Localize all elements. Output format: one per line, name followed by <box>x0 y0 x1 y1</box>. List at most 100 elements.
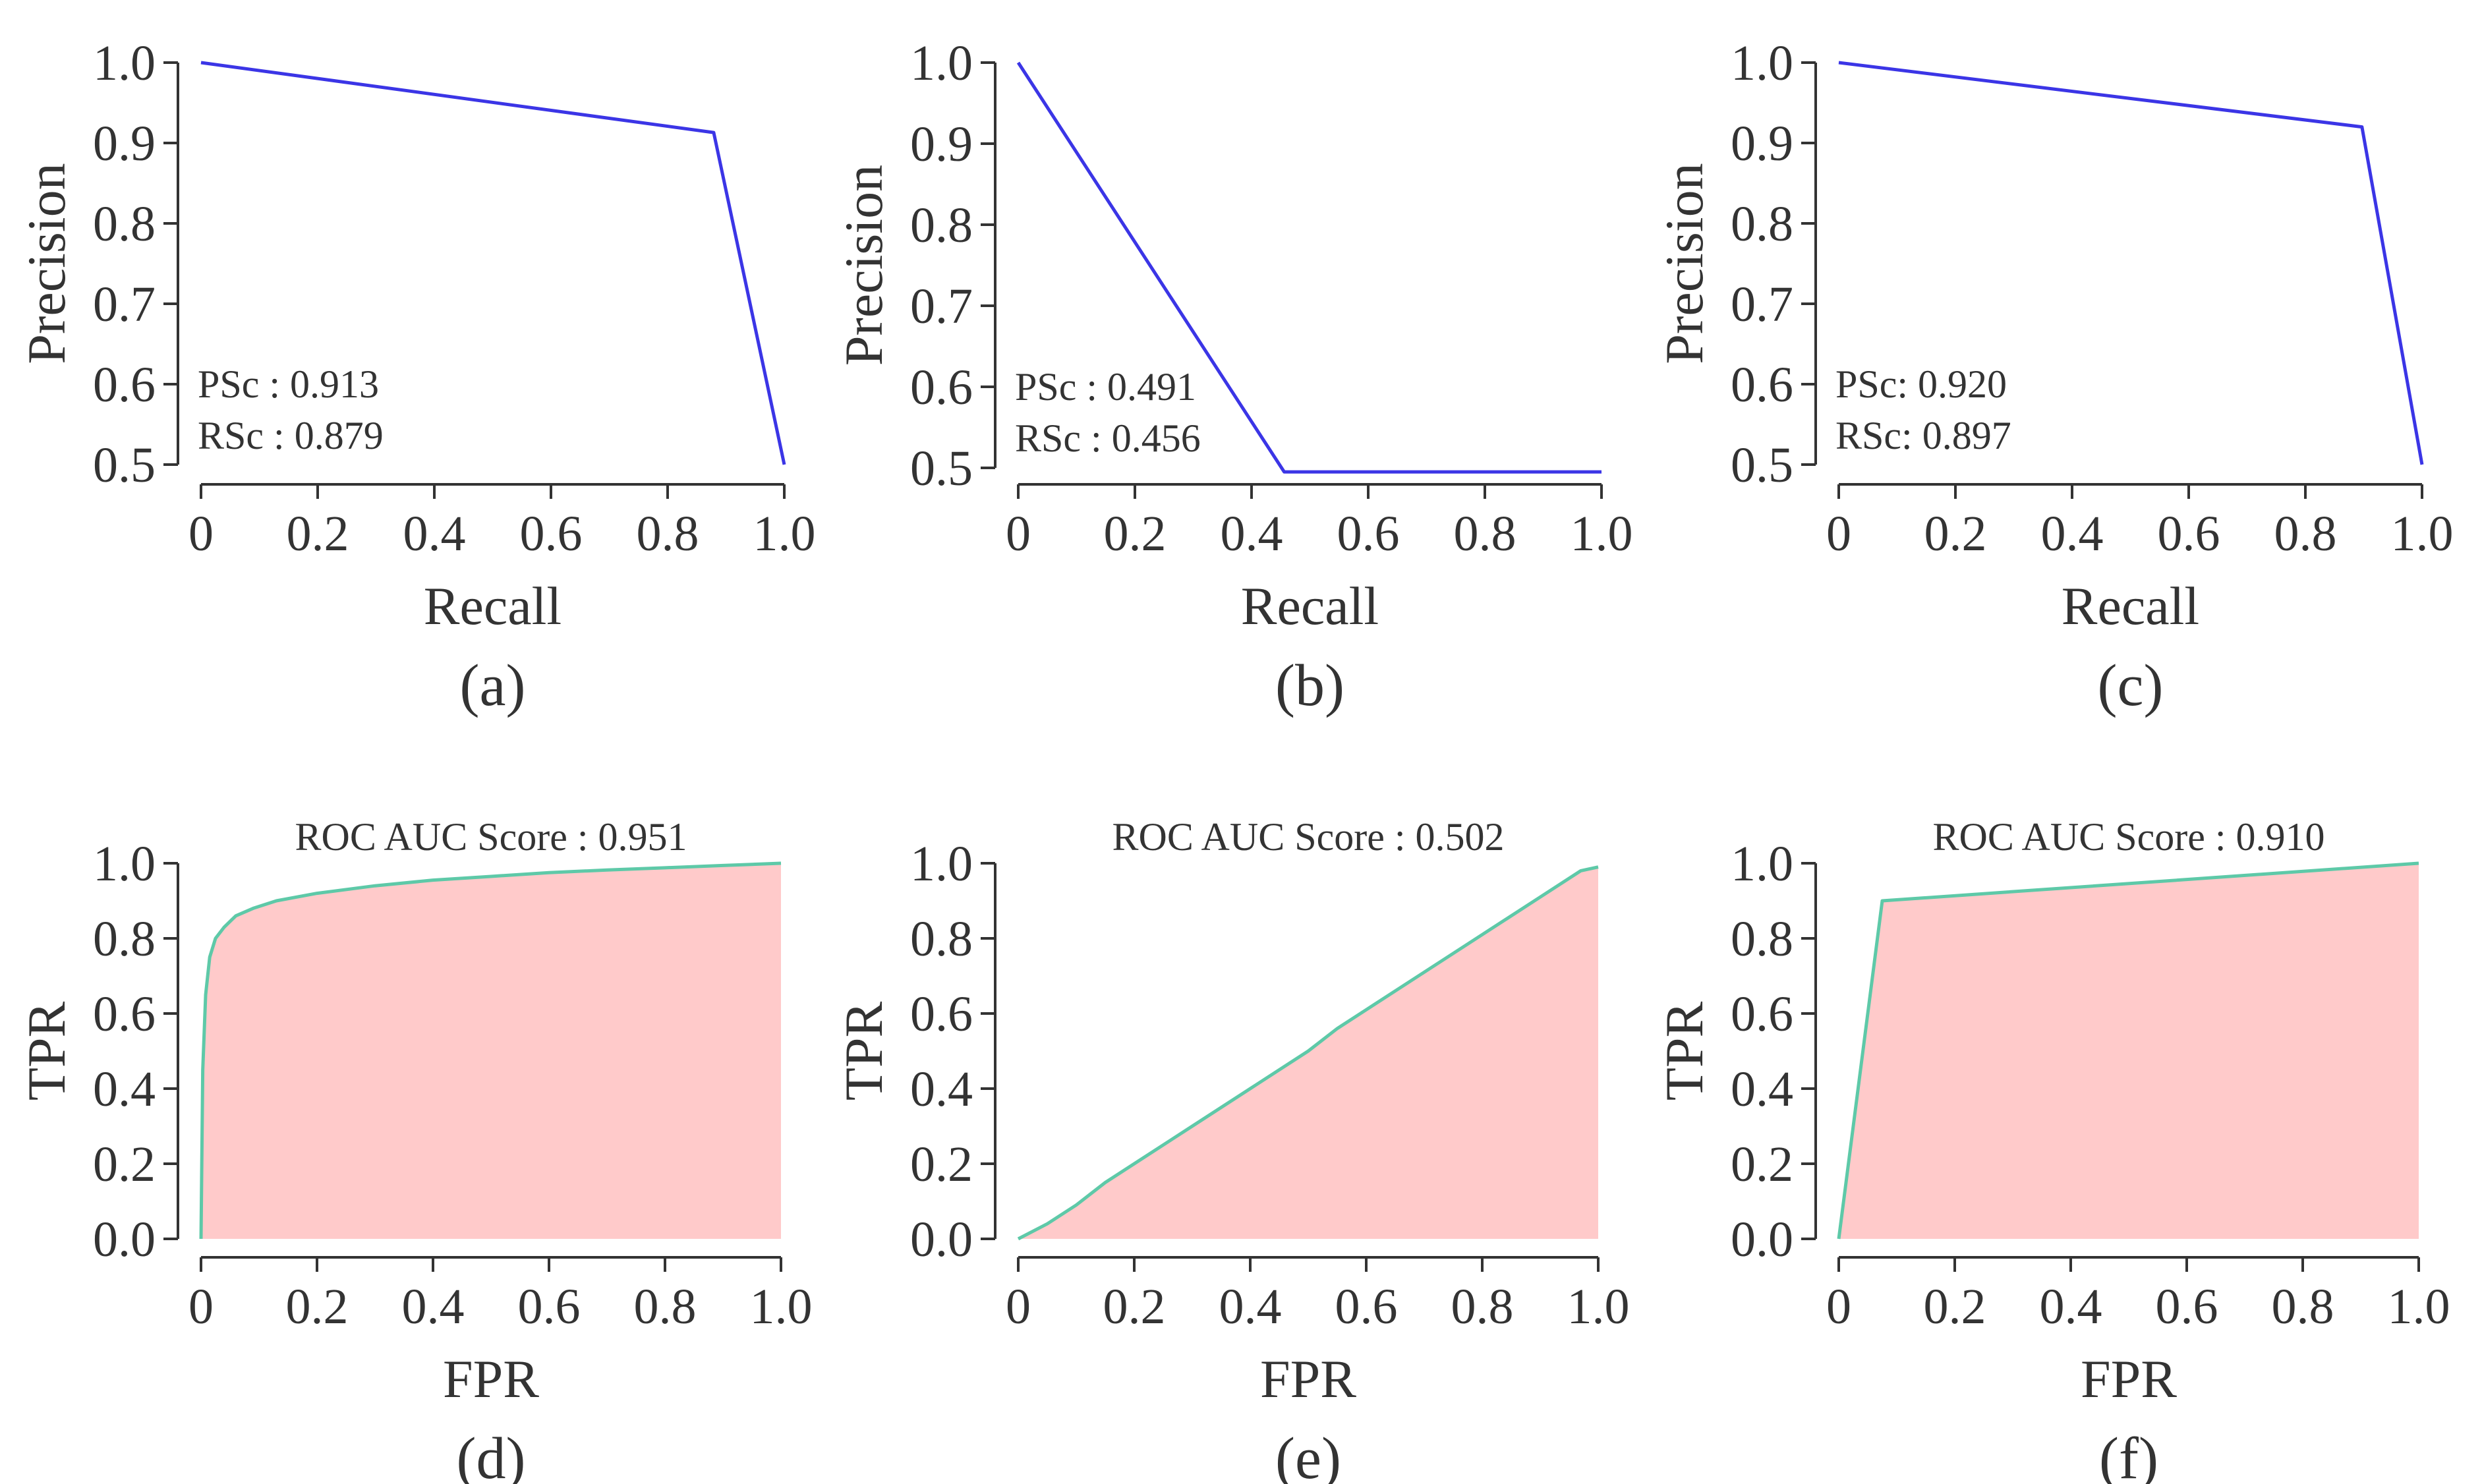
y-tick-label: 0.8 <box>1731 196 1793 252</box>
x-tick-label: 0 <box>1826 506 1851 561</box>
x-tick-label: 0 <box>1006 1279 1031 1334</box>
y-tick-label: 0.8 <box>910 911 973 967</box>
panel-label: (b) <box>1275 653 1344 718</box>
rsc-annotation: RSc : 0.879 <box>198 414 384 457</box>
y-tick-label: 0.6 <box>1731 986 1793 1042</box>
x-tick-label: 1.0 <box>1567 1279 1630 1334</box>
x-tick-label: 0.8 <box>637 506 699 561</box>
x-tick-label: 0.2 <box>1924 506 1987 561</box>
x-tick-label: 0.8 <box>1454 506 1516 561</box>
y-tick-label: 1.0 <box>910 36 973 91</box>
y-tick-label: 0.5 <box>910 441 973 496</box>
auc-score-title: ROC AUC Score : 0.502 <box>1112 815 1504 859</box>
x-tick-label: 0 <box>188 1279 214 1334</box>
y-axis-title: Precision <box>834 165 894 366</box>
x-tick-label: 0.2 <box>1103 1279 1166 1334</box>
y-tick-label: 0.6 <box>910 986 973 1042</box>
auc-score-title: ROC AUC Score : 0.951 <box>295 815 687 859</box>
x-tick-label: 0.4 <box>403 506 466 561</box>
psc-annotation: PSc: 0.920 <box>1835 362 2007 406</box>
y-tick-label: 1.0 <box>93 36 156 91</box>
x-axis-title: FPR <box>1260 1349 1356 1409</box>
psc-annotation: PSc : 0.913 <box>198 362 379 406</box>
panel-label: (d) <box>457 1426 526 1484</box>
y-tick-label: 0.2 <box>93 1137 156 1192</box>
x-tick-label: 0.6 <box>2158 506 2220 561</box>
panel-label: (a) <box>460 653 526 718</box>
y-tick-label: 0.8 <box>93 196 156 252</box>
y-axis-title: Precision <box>1654 163 1714 364</box>
y-tick-label: 0.9 <box>910 117 973 172</box>
x-tick-label: 0 <box>1826 1279 1851 1334</box>
y-tick-label: 0.0 <box>1731 1212 1793 1267</box>
x-tick-label: 0 <box>188 506 214 561</box>
y-tick-label: 0.7 <box>910 279 973 334</box>
x-tick-label: 0.4 <box>2041 506 2104 561</box>
rsc-annotation: RSc: 0.897 <box>1835 414 2011 457</box>
x-tick-label: 0.8 <box>2272 1279 2334 1334</box>
x-tick-label: 0.6 <box>518 1279 581 1334</box>
roc-curve-line <box>199 861 782 1240</box>
x-tick-label: 0.6 <box>1335 1279 1398 1334</box>
x-tick-label: 1.0 <box>2391 506 2454 561</box>
x-tick-label: 0.2 <box>1924 1279 1986 1334</box>
x-axis-title: Recall <box>1241 576 1379 636</box>
x-tick-label: 0.6 <box>2156 1279 2218 1334</box>
y-tick-label: 0.7 <box>93 277 156 332</box>
y-tick-label: 0.6 <box>93 357 156 413</box>
y-tick-label: 0.9 <box>1731 116 1793 171</box>
y-tick-label: 0.6 <box>1731 357 1793 413</box>
y-tick-label: 0.0 <box>93 1212 156 1267</box>
y-tick-label: 0.9 <box>93 116 156 171</box>
y-tick-label: 0.0 <box>910 1212 973 1267</box>
y-axis-title: TPR <box>16 1002 76 1101</box>
x-tick-label: 1.0 <box>1571 506 1633 561</box>
y-axis-title: TPR <box>834 1002 894 1101</box>
chart-panel-e: 0 0.2 0.4 0.6 0.8 1.0 0.0 0.2 0.4 0.6 0.8 1.0 FPR TPR… <box>834 815 1630 1484</box>
x-tick-label: 0.4 <box>2040 1279 2102 1334</box>
x-tick-label: 0.2 <box>287 506 349 561</box>
x-axis-title: FPR <box>2081 1349 2177 1409</box>
panel-label: (f) <box>2099 1426 2158 1484</box>
x-tick-label: 1.0 <box>753 506 816 561</box>
y-tick-label: 0.8 <box>1731 911 1793 967</box>
panel-label: (e) <box>1275 1426 1341 1484</box>
pr-curve-line <box>1016 61 1602 474</box>
chart-panel-c: 0 0.2 0.4 0.6 0.8 1.0 0.5 0.6 0.7 0.8 0.9 1.0 Recall… <box>1654 36 2454 718</box>
chart-panel-d: 0 0.2 0.4 0.6 0.8 1.0 0.0 0.2 0.4 0.6 0.8 1.0 FPR TPR… <box>16 815 813 1484</box>
x-tick-label: 0.4 <box>402 1279 465 1334</box>
chart-panel-f: 0 0.2 0.4 0.6 0.8 1.0 0.0 0.2 0.4 0.6 0.8 1.0 FPR TPR… <box>1654 815 2450 1484</box>
y-tick-label: 0.4 <box>1731 1062 1793 1117</box>
y-tick-label: 1.0 <box>93 836 156 892</box>
x-tick-label: 0.8 <box>2274 506 2337 561</box>
y-tick-label: 1.0 <box>910 836 973 892</box>
y-tick-label: 0.8 <box>93 911 156 967</box>
y-tick-label: 0.5 <box>1731 438 1793 493</box>
y-tick-label: 0.2 <box>1731 1137 1793 1192</box>
x-tick-label: 0.6 <box>1337 506 1400 561</box>
x-tick-label: 0.2 <box>286 1279 349 1334</box>
chart-panel-b: 0 0.2 0.4 0.6 0.8 1.0 0.5 0.6 0.7 0.8 0.9 1.0 Recall… <box>834 36 1633 718</box>
y-tick-label: 0.4 <box>910 1062 973 1117</box>
rsc-annotation: RSc : 0.456 <box>1015 416 1201 460</box>
y-tick-label: 0.6 <box>93 986 156 1042</box>
x-tick-label: 1.0 <box>2388 1279 2450 1334</box>
y-tick-label: 1.0 <box>1731 36 1793 91</box>
y-axis-title: TPR <box>1654 1002 1714 1101</box>
x-axis-title: FPR <box>443 1349 539 1409</box>
y-tick-label: 0.2 <box>910 1137 973 1192</box>
psc-annotation: PSc : 0.491 <box>1015 365 1196 409</box>
y-tick-label: 0.4 <box>93 1062 156 1117</box>
auc-score-title: ROC AUC Score : 0.910 <box>1932 815 2324 859</box>
y-axis-title: Precision <box>16 163 76 364</box>
x-tick-label: 1.0 <box>750 1279 813 1334</box>
x-tick-label: 0 <box>1006 506 1031 561</box>
y-tick-label: 1.0 <box>1731 836 1793 892</box>
y-tick-label: 0.7 <box>1731 277 1793 332</box>
x-tick-label: 0.8 <box>634 1279 697 1334</box>
y-tick-label: 0.8 <box>910 198 973 253</box>
roc-area-fill <box>1839 863 2419 1239</box>
x-axis-title: Recall <box>424 576 562 636</box>
x-tick-label: 0.6 <box>520 506 583 561</box>
